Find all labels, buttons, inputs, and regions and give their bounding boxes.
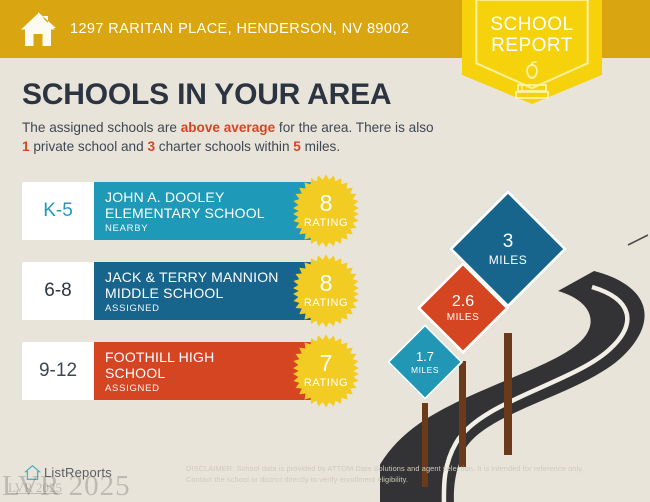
badge-title: SCHOOL REPORT <box>462 14 602 56</box>
summary-part5: miles. <box>300 139 341 154</box>
school-row[interactable]: 6-8 JACK & TERRY MANNION MIDDLE SCHOOL A… <box>22 262 332 320</box>
school-info: FOOTHILL HIGH SCHOOL ASSIGNED <box>94 342 332 400</box>
school-rating-burst: 8 RATING <box>288 253 364 329</box>
badge-title-line2: REPORT <box>491 35 573 56</box>
summary-part2: for the area. There is also <box>275 120 434 135</box>
distance-road-illustration: 3 MILES 2.6 MILES 1.7 MILES <box>380 189 650 502</box>
school-row[interactable]: K-5 JOHN A. DOOLEY ELEMENTARY SCHOOL NEA… <box>22 182 332 240</box>
school-row[interactable]: 9-12 FOOTHILL HIGH SCHOOL ASSIGNED <box>22 342 332 400</box>
road-surface <box>380 271 645 502</box>
badge-title-line1: SCHOOL <box>490 14 574 35</box>
school-name-line1: JOHN A. DOOLEY <box>105 189 225 205</box>
summary-part3: private school and <box>29 139 148 154</box>
books-icon <box>515 84 549 99</box>
summary-part1: The assigned schools are <box>22 120 181 135</box>
school-grade-range: K-5 <box>22 182 94 240</box>
page-title: SCHOOLS IN YOUR AREA <box>22 78 392 111</box>
starburst-icon <box>293 254 359 328</box>
road-background-right <box>441 267 650 502</box>
road-graphic <box>380 234 650 502</box>
school-name-line2: MIDDLE SCHOOL <box>105 285 224 301</box>
house-outline-icon <box>24 464 41 480</box>
distance-sign-value: 1.7 <box>415 348 435 364</box>
summary-highlight-miles: 5 <box>293 139 301 154</box>
distance-sign-1point7-miles: 1.7 MILES <box>386 323 464 401</box>
summary-highlight-charter-count: 3 <box>147 139 156 154</box>
distance-sign-3-miles: 3 MILES <box>448 189 568 309</box>
school-rating-burst: 7 RATING <box>288 333 364 409</box>
rating-label: RATING <box>303 377 349 389</box>
school-name-line1: FOOTHILL HIGH <box>105 349 215 365</box>
watermark-small: LVR 2025 <box>8 480 63 495</box>
school-name-line2: SCHOOL <box>105 365 166 381</box>
watermark-large: LVR 2025 <box>2 470 131 502</box>
school-status-badge: ASSIGNED <box>105 303 160 314</box>
apple-icon <box>526 60 538 79</box>
school-grade-range: 6-8 <box>22 262 94 320</box>
rating-value: 7 <box>319 350 333 376</box>
sign-post-17miles <box>422 403 428 487</box>
rating-value: 8 <box>319 270 333 296</box>
distance-sign-unit: MILES <box>446 311 480 323</box>
rating-label: RATING <box>303 297 349 309</box>
summary-highlight-rating: above average <box>180 120 276 135</box>
apple-books-icon <box>515 60 549 99</box>
school-status-badge: NEARBY <box>105 223 149 234</box>
sign-post-3miles <box>504 333 512 455</box>
summary-part4: charter schools within <box>155 139 294 154</box>
summary-text: The assigned schools are above average f… <box>22 118 442 156</box>
listreports-logo-text: ListReports <box>44 465 112 480</box>
disclaimer-text: DISCLAIMER: School data is provided by A… <box>186 464 584 484</box>
sign-posts <box>422 333 512 487</box>
property-address: 1297 RARITAN PLACE, HENDERSON, NV 89002 <box>70 21 410 37</box>
summary-highlight-private-count: 1 <box>22 139 30 154</box>
starburst-icon <box>293 174 359 248</box>
distance-sign-value: 3 <box>502 231 514 252</box>
school-info: JACK & TERRY MANNION MIDDLE SCHOOL ASSIG… <box>94 262 332 320</box>
school-rating-burst: 8 RATING <box>288 173 364 249</box>
house-icon <box>21 12 56 46</box>
starburst-icon <box>293 334 359 408</box>
distance-sign-unit: MILES <box>410 364 439 375</box>
school-grade-range: 9-12 <box>22 342 94 400</box>
school-name-line2: ELEMENTARY SCHOOL <box>105 205 265 221</box>
sign-post-26miles <box>459 361 466 467</box>
school-name-line1: JACK & TERRY MANNION <box>105 269 279 285</box>
horizon-line <box>627 234 649 246</box>
distance-sign-unit: MILES <box>488 253 528 267</box>
rating-value: 8 <box>319 190 333 216</box>
school-info: JOHN A. DOOLEY ELEMENTARY SCHOOL NEARBY <box>94 182 332 240</box>
school-status-badge: ASSIGNED <box>105 383 160 394</box>
rating-label: RATING <box>303 217 349 229</box>
distance-sign-value: 2.6 <box>451 292 475 310</box>
listreports-logo: ListReports <box>24 464 112 481</box>
distance-sign-2point6-miles: 2.6 MILES <box>416 261 510 355</box>
road-stripe <box>441 284 630 502</box>
